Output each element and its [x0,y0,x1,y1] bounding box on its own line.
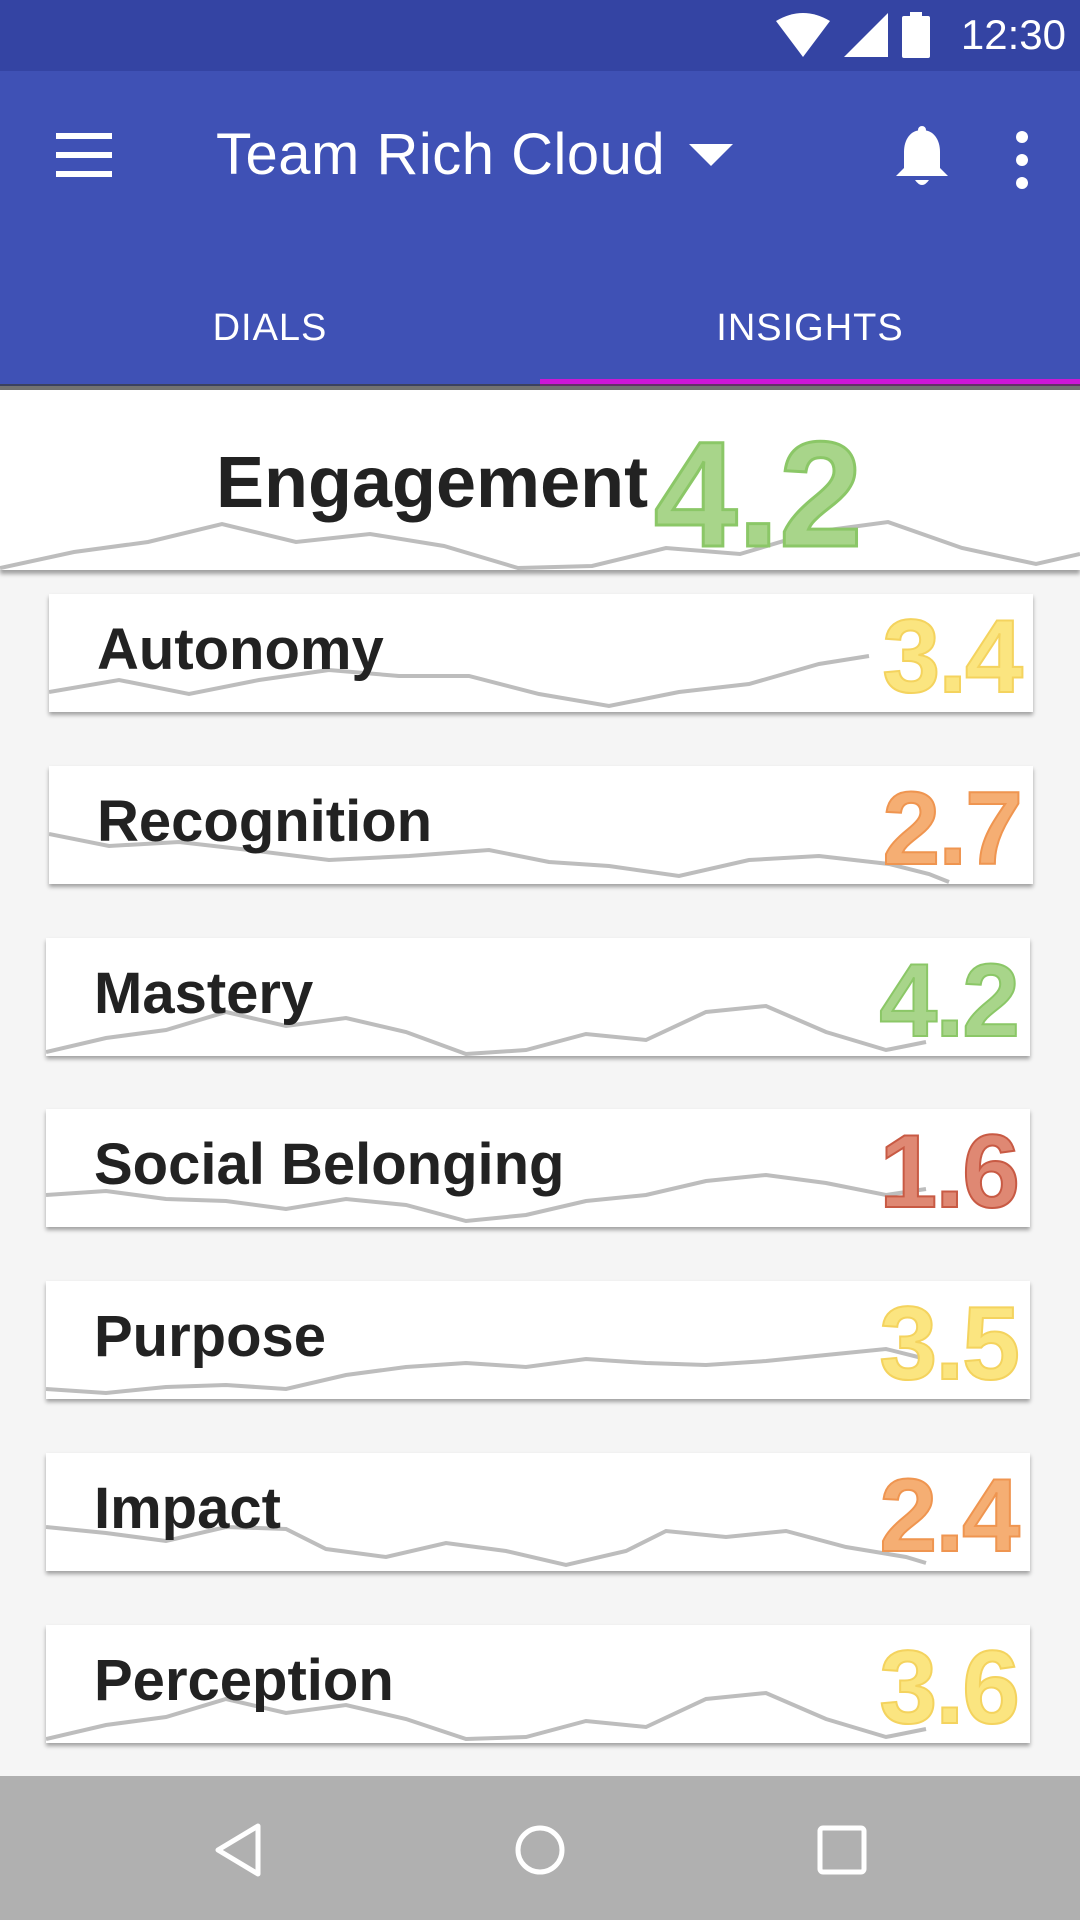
hamburger-menu-icon[interactable] [56,133,112,177]
metric-label: Purpose [94,1304,327,1369]
tab-dials[interactable]: DIALS [212,307,328,349]
battery-icon [902,12,930,58]
sparkline [49,832,950,884]
metric-card-autonomy[interactable]: Autonomy 3.4 [49,594,1033,716]
more-options-icon[interactable] [1014,131,1030,191]
metric-label: Recognition [97,789,433,854]
metric-card-impact[interactable]: Impact 2.4 [46,1453,1030,1575]
metric-score: 2.4 [878,1457,1021,1575]
metric-label: Social Belonging [94,1132,565,1197]
team-selector[interactable]: Team Rich Cloud [216,121,734,188]
home-icon[interactable] [510,1820,570,1880]
signal-icon [844,13,888,57]
back-icon[interactable] [210,1820,270,1880]
metric-score: 1.6 [878,1113,1021,1231]
metric-label: Autonomy [97,617,384,682]
metric-label: Perception [94,1648,394,1713]
metric-score: 3.6 [878,1629,1021,1747]
metric-card-purpose[interactable]: Purpose 3.5 [46,1281,1030,1403]
tab-insights[interactable]: INSIGHTS [540,271,1080,386]
recents-icon[interactable] [812,1820,872,1880]
engagement-label: Engagement [216,443,649,523]
metric-card-perception[interactable]: Perception 3.6 [46,1625,1030,1747]
tab-bar: DIALS INSIGHTS [0,271,1080,386]
system-nav-bar [0,1776,1080,1920]
sparkline [46,1172,927,1224]
page-title: Team Rich Cloud [216,122,666,187]
metric-score: 3.5 [878,1285,1021,1403]
notification-bell-icon[interactable] [894,126,950,190]
status-bar: 12:30 [0,0,1080,71]
sparkline [46,1524,927,1568]
metric-card-mastery[interactable]: Mastery 4.2 [46,938,1030,1060]
engagement-card[interactable]: Engagement 4.2 [0,390,1080,580]
wifi-icon [776,13,830,57]
metric-label: Mastery [94,961,314,1026]
sparkline [46,1346,927,1396]
sparkline [49,654,870,709]
status-time: 12:30 [960,11,1066,58]
sparkline [46,1690,927,1742]
metric-label: Impact [94,1476,281,1541]
app-bar: Team Rich Cloud DIALS INSIGHTS [0,71,1080,386]
status-icons [776,10,930,60]
metric-score: 3.4 [881,598,1024,716]
chevron-down-icon [689,143,734,166]
sparkline [46,1003,927,1056]
metric-card-social-belonging[interactable]: Social Belonging 1.6 [46,1109,1030,1231]
divider [0,384,1080,390]
metric-card-recognition[interactable]: Recognition 2.7 [49,766,1033,888]
engagement-sparkline [0,519,1080,570]
engagement-score: 4.2 [653,409,865,580]
metric-score: 4.2 [878,942,1021,1060]
metric-score: 2.7 [881,770,1024,888]
